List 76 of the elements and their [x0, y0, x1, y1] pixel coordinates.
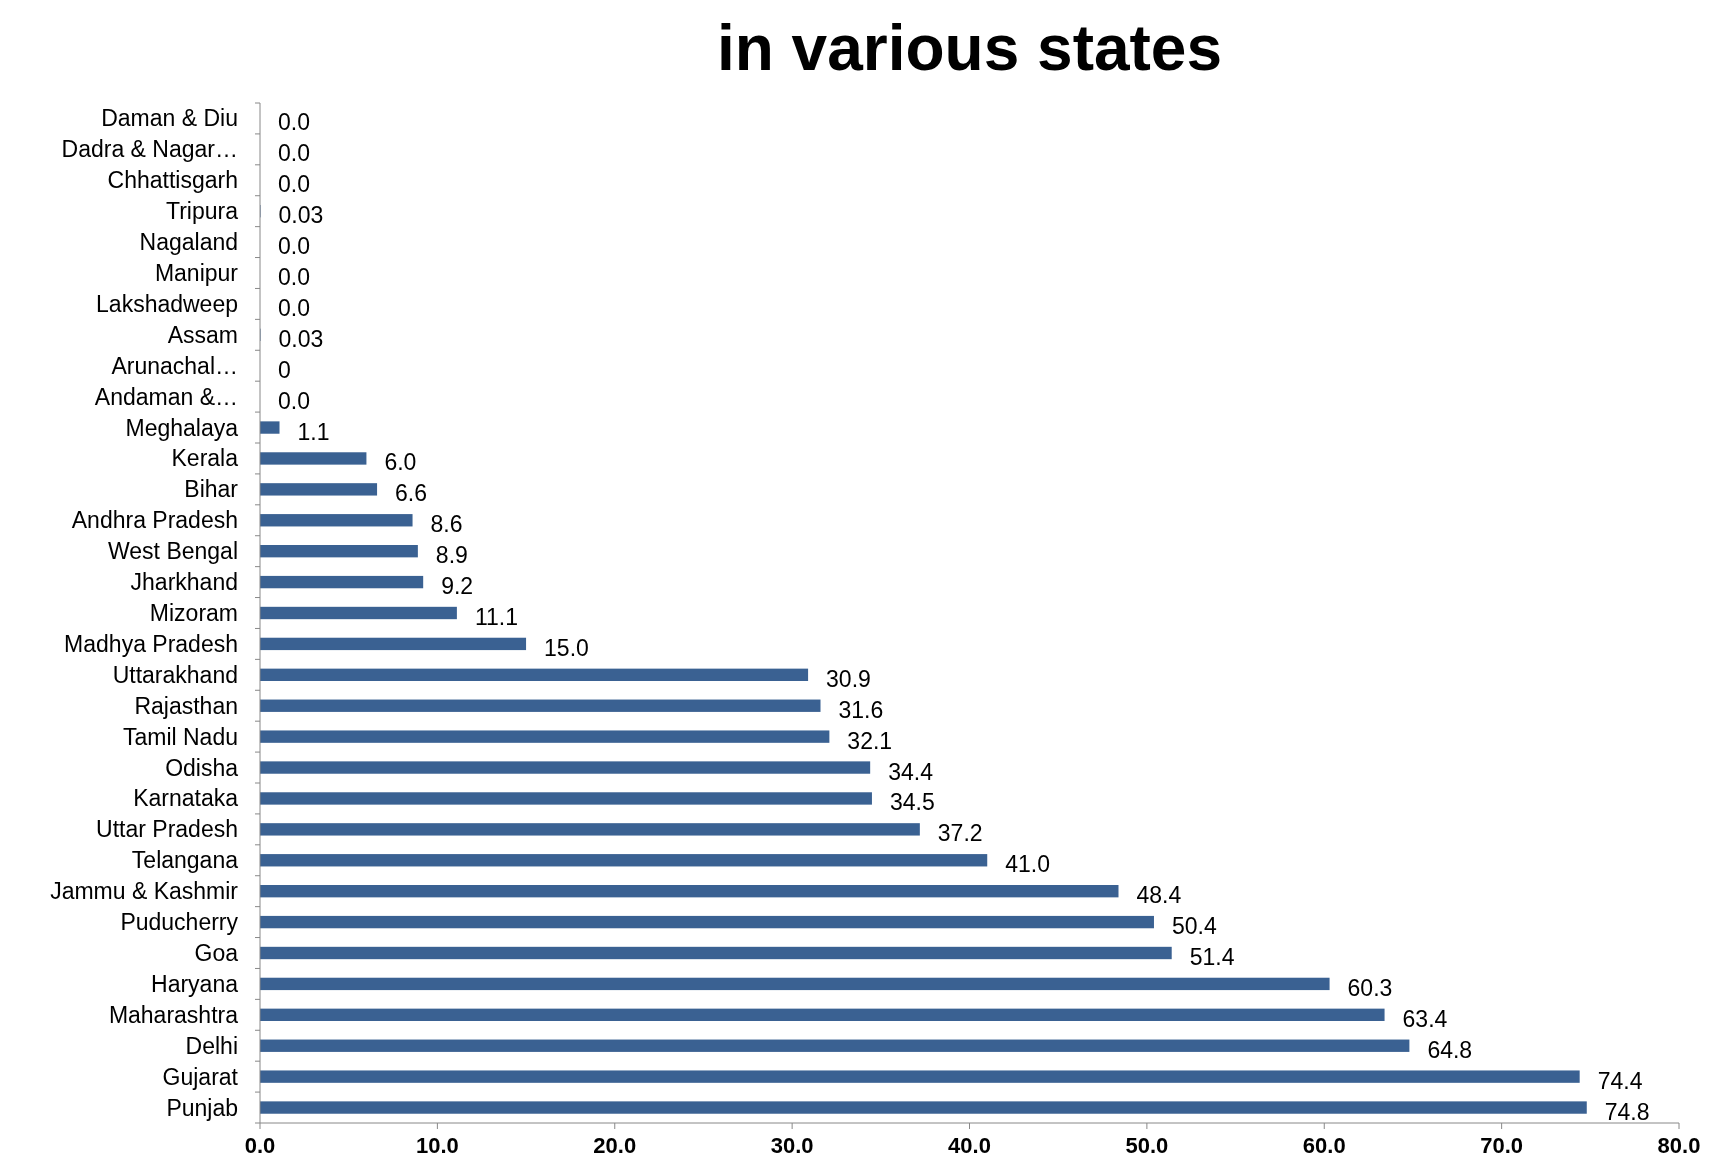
y-tick-label: Punjab — [166, 1094, 238, 1121]
y-tick-label: Dadra & Nagar… — [61, 136, 238, 163]
data-label: 0.0 — [278, 387, 310, 414]
x-tick-label: 80.0 — [1657, 1133, 1701, 1158]
data-label: 8.9 — [435, 542, 468, 569]
data-label: 0 — [278, 356, 291, 383]
x-tick-label: 10.0 — [415, 1133, 459, 1158]
y-tick-label: Bihar — [184, 476, 239, 503]
y-tick-label: Tripura — [166, 198, 239, 225]
x-tick-label: 50.0 — [1125, 1133, 1169, 1158]
y-tick-label: Madhya Pradesh — [64, 630, 238, 657]
y-tick-label: Goa — [194, 940, 239, 966]
data-label: 6.6 — [395, 480, 428, 507]
y-tick-label: Rajasthan — [134, 692, 238, 719]
y-tick-label: Tamil Nadu — [122, 723, 238, 750]
y-tick-label: Lakshadweep — [96, 290, 238, 317]
data-label: 1.1 — [297, 418, 330, 445]
x-tick-label: 60.0 — [1302, 1133, 1346, 1158]
y-tick-label: Chhattisgarh — [107, 167, 238, 194]
y-tick-label: Daman & Diu — [101, 105, 238, 132]
y-tick-label: Manipur — [154, 260, 239, 286]
y-tick-label: Haryana — [151, 970, 239, 997]
y-tick-label: Mizoram — [149, 600, 238, 626]
y-tick-label: Uttar Pradesh — [96, 816, 238, 843]
y-tick-label: Maharashtra — [108, 1001, 239, 1028]
data-label: 37.2 — [937, 820, 983, 847]
data-label: 32.1 — [847, 727, 893, 754]
x-tick-label: 20.0 — [593, 1133, 637, 1158]
data-label: 63.4 — [1402, 1005, 1448, 1032]
x-tick-label: 70.0 — [1480, 1133, 1524, 1158]
data-label: 50.4 — [1171, 913, 1217, 940]
data-label: 0.03 — [278, 325, 324, 352]
data-label: 9.2 — [441, 573, 474, 600]
data-label: 0.03 — [278, 202, 324, 229]
x-tick-label: 30.0 — [770, 1133, 814, 1158]
x-tick-label: 0.0 — [244, 1133, 276, 1158]
data-label: 0.0 — [278, 109, 310, 136]
data-label: 0.0 — [278, 294, 310, 321]
data-label: 31.6 — [838, 696, 884, 723]
y-tick-label: Puducherry — [120, 909, 239, 936]
y-tick-label: Telangana — [131, 847, 239, 874]
data-label: 11.1 — [474, 604, 518, 630]
data-label: 41.0 — [1005, 851, 1050, 878]
y-tick-label: Kerala — [171, 445, 239, 472]
data-label: 74.4 — [1597, 1067, 1643, 1094]
data-label: 48.4 — [1136, 882, 1182, 909]
y-tick-label: Andhra Pradesh — [71, 507, 238, 534]
y-tick-label: Karnataka — [133, 785, 239, 812]
data-label: 0.0 — [278, 264, 310, 290]
y-tick-label: Arunachal… — [111, 352, 238, 379]
y-tick-label: Nagaland — [139, 229, 238, 256]
data-label: 15.0 — [544, 634, 589, 661]
data-label: 0.0 — [278, 171, 310, 198]
data-label: 74.8 — [1604, 1098, 1650, 1125]
y-tick-label: Jharkhand — [130, 569, 238, 596]
y-tick-label: Delhi — [185, 1032, 238, 1059]
data-label: 6.0 — [384, 449, 417, 476]
y-tick-label: Gujarat — [162, 1063, 239, 1090]
data-label: 64.8 — [1427, 1036, 1473, 1063]
data-label: 8.6 — [430, 511, 463, 538]
y-tick-label: Assam — [167, 321, 238, 348]
x-tick-label: 40.0 — [948, 1133, 991, 1158]
data-label: 0.0 — [278, 233, 310, 260]
data-label: 60.3 — [1347, 974, 1393, 1001]
data-label: 51.4 — [1189, 944, 1235, 970]
data-label: 0.0 — [278, 140, 310, 167]
y-tick-label: Odisha — [165, 754, 239, 781]
data-label: 30.9 — [826, 665, 871, 692]
y-tick-label: West Bengal — [108, 538, 238, 565]
data-label: 34.5 — [889, 789, 935, 816]
y-tick-label: Jammu & Kashmir — [50, 878, 239, 905]
data-label: 34.4 — [888, 758, 934, 785]
y-tick-label: Andaman &… — [94, 383, 238, 410]
y-tick-label: Meghalaya — [125, 414, 239, 441]
y-tick-label: Uttarakhand — [112, 661, 238, 688]
chart-title: in various states — [716, 12, 1223, 84]
